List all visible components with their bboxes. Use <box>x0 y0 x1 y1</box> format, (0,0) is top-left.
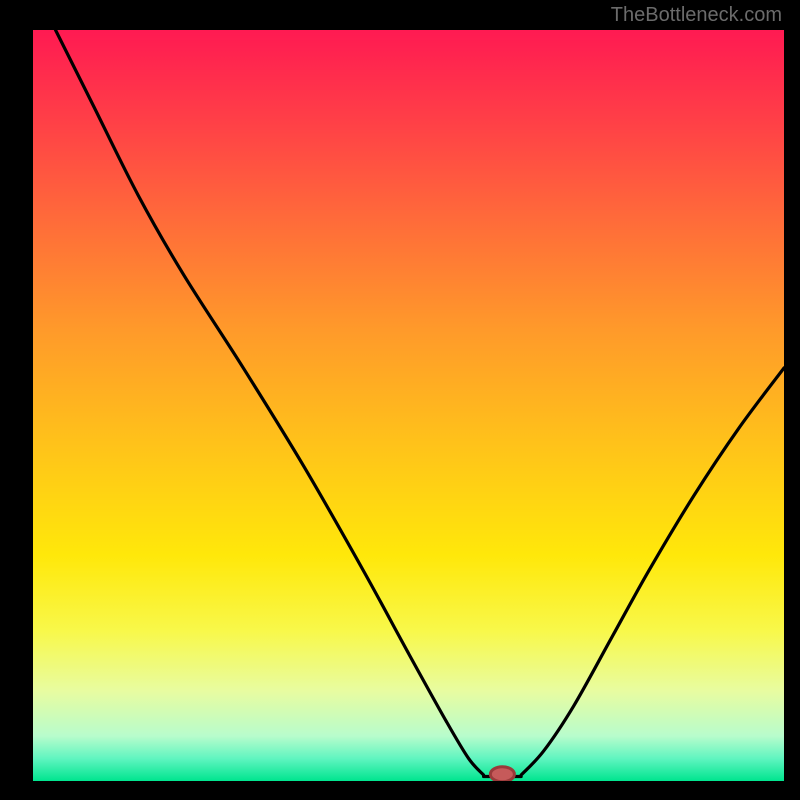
optimum-marker <box>490 767 514 781</box>
plot-area <box>33 30 784 781</box>
watermark-text: TheBottleneck.com <box>611 4 782 27</box>
bottleneck-curve <box>33 30 784 781</box>
